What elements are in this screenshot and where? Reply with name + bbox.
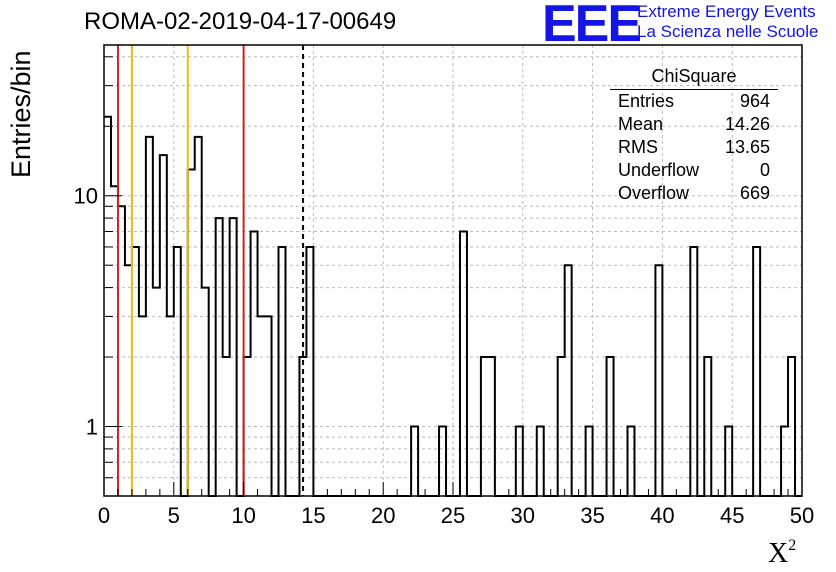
stats-label: Underflow [618,160,700,180]
stats-value: 13.65 [724,137,770,157]
org-name: Extreme Energy Events [637,2,816,21]
y-axis-label: Entries/bin [6,50,36,178]
org-tagline: La Scienza nelle Scuole [637,22,819,41]
y-tick-label: 10 [74,184,98,209]
stats-value: 669 [739,183,770,203]
stats-value: 0 [759,160,770,180]
stats-row-mean: Mean 14.26 [610,113,778,136]
x-tick-label: 50 [790,503,814,528]
stats-row-underflow: Underflow 0 [610,159,778,182]
stats-row-entries: Entries 964 [610,90,778,113]
stats-label: Overflow [618,183,690,203]
stats-label: Mean [618,114,664,134]
run-title: ROMA-02-2019-04-17-00649 [84,8,397,35]
x-tick-label: 0 [98,503,110,528]
eee-logo: EEE [542,0,642,53]
x-tick-label: 35 [580,503,604,528]
stats-value: 14.26 [724,114,770,134]
stats-row-rms: RMS 13.65 [610,136,778,159]
stats-value: 964 [739,91,770,111]
x-tick-label: 40 [650,503,674,528]
x-tick-label: 30 [511,503,535,528]
x-tick-label: 25 [441,503,465,528]
stats-box: ChiSquare Entries 964 Mean 14.26 RMS 13.… [610,66,778,205]
x-tick-label: 10 [231,503,255,528]
x-axis-label: X2 [768,537,797,569]
x-tick-label: 20 [371,503,395,528]
stats-label: Entries [618,91,675,111]
x-tick-label: 5 [168,503,180,528]
x-tick-label: 15 [301,503,325,528]
y-tick-label: 1 [86,415,98,440]
stats-label: RMS [618,137,658,157]
x-tick-label: 45 [720,503,744,528]
stats-row-overflow: Overflow 669 [610,182,778,205]
stats-title: ChiSquare [610,66,778,90]
